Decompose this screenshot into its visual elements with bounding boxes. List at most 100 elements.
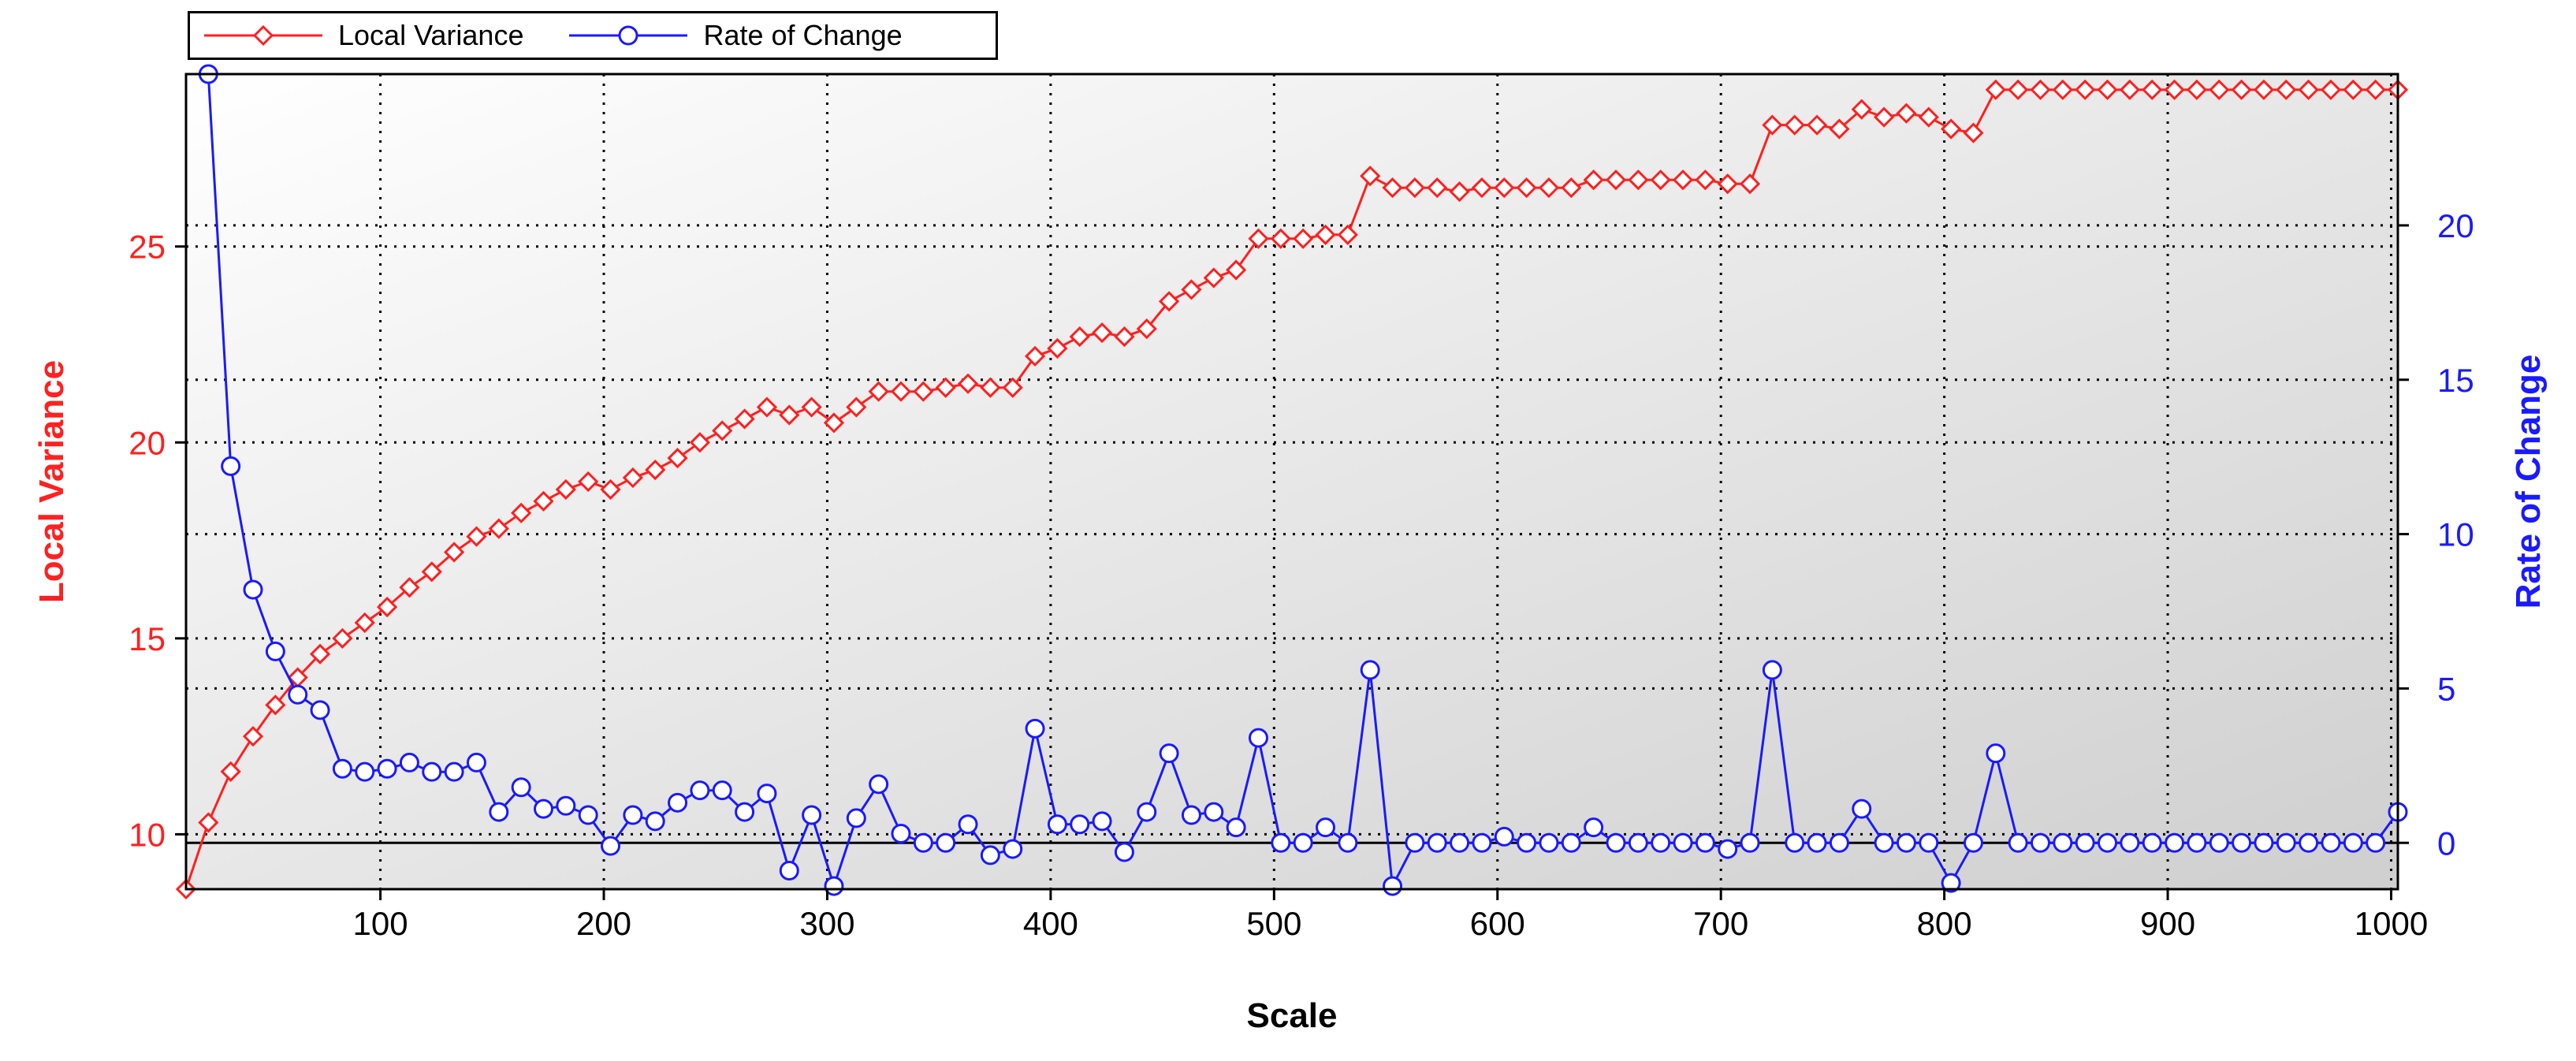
data-point — [1405, 832, 1425, 853]
data-point — [667, 448, 688, 469]
data-point — [1159, 743, 1179, 764]
data-point — [1628, 169, 1649, 191]
data-point — [802, 805, 822, 825]
data-point — [1316, 817, 1336, 838]
data-point — [421, 561, 442, 583]
data-point — [1762, 114, 1783, 136]
data-point — [466, 752, 486, 772]
right-tick-label: 10 — [2437, 516, 2474, 553]
data-point — [1003, 839, 1023, 859]
plot-border — [184, 73, 2399, 891]
legend: Local Variance Rate of Change — [188, 11, 998, 60]
circle-marker-icon — [569, 25, 688, 46]
data-point — [1271, 832, 1291, 853]
legend-label-local-variance: Local Variance — [338, 19, 524, 51]
data-point — [1963, 122, 1984, 143]
data-point — [1516, 177, 1537, 199]
data-point — [689, 432, 711, 453]
data-point — [443, 542, 465, 563]
data-point — [533, 799, 553, 819]
data-point — [578, 471, 599, 493]
data-point — [1695, 832, 1715, 853]
data-point — [243, 579, 263, 600]
data-point — [1382, 177, 1403, 199]
data-point — [1672, 169, 1694, 191]
data-point — [2232, 832, 2252, 853]
data-point — [1517, 832, 1537, 853]
data-point — [198, 812, 219, 833]
data-point — [1873, 106, 1895, 128]
right-axis-title: Rate of Change — [2509, 355, 2548, 609]
data-point — [466, 526, 487, 547]
data-point — [1852, 799, 1872, 819]
data-point — [1561, 832, 1581, 853]
data-point — [1650, 169, 1671, 191]
data-point — [2165, 832, 2185, 853]
data-point — [1538, 177, 1560, 199]
data-point — [1785, 832, 1805, 853]
data-point — [332, 627, 353, 649]
data-point — [734, 408, 755, 430]
data-point — [1114, 842, 1134, 862]
data-point — [1450, 832, 1470, 853]
data-point — [645, 811, 665, 832]
data-point — [444, 761, 464, 782]
data-point — [958, 814, 978, 835]
data-point — [578, 805, 598, 825]
data-point — [1091, 322, 1113, 344]
data-point — [2298, 79, 2319, 101]
data-point — [1114, 326, 1135, 348]
data-point — [2209, 832, 2229, 853]
data-point — [265, 694, 286, 716]
data-point — [1270, 228, 1291, 249]
data-point — [1784, 114, 1805, 136]
data-point — [1695, 169, 1716, 191]
data-point — [2075, 79, 2096, 101]
data-point — [2276, 79, 2297, 101]
data-point — [1739, 173, 1761, 195]
x-tick-label: 700 — [1693, 905, 1748, 942]
data-point — [511, 777, 531, 798]
data-point — [913, 381, 934, 402]
data-point — [1158, 291, 1180, 312]
data-point — [1918, 106, 1939, 128]
data-point — [1494, 177, 1515, 199]
data-point — [1605, 169, 1627, 191]
data-point — [309, 643, 331, 665]
diamond-marker-icon — [204, 24, 322, 47]
data-point — [2186, 79, 2208, 101]
data-point — [2299, 832, 2319, 853]
series-rate-of-change — [198, 64, 2408, 896]
data-point — [2030, 79, 2051, 101]
data-point — [2276, 832, 2296, 853]
data-point — [1248, 228, 1269, 249]
data-point — [1584, 817, 1604, 838]
data-point — [1338, 832, 1358, 853]
data-point — [891, 824, 911, 843]
data-point — [622, 467, 643, 489]
data-point — [242, 726, 264, 747]
x-tick-label: 800 — [1917, 905, 1972, 942]
data-point — [1941, 118, 1962, 140]
data-point — [1248, 728, 1268, 748]
data-point — [1024, 345, 1046, 367]
data-point — [1047, 337, 1068, 359]
data-point — [2119, 79, 2141, 101]
data-point — [936, 832, 956, 853]
data-point — [1404, 177, 1426, 199]
legend-label-rate-of-change: Rate of Change — [703, 19, 903, 51]
data-point — [756, 396, 778, 418]
data-point — [2053, 832, 2073, 853]
data-point — [1025, 718, 1045, 739]
data-point — [1896, 832, 1916, 853]
data-point — [556, 795, 576, 816]
data-point — [2343, 79, 2364, 101]
data-point — [1583, 169, 1604, 191]
data-point — [1203, 267, 1224, 289]
plot-background — [186, 74, 2398, 889]
data-point — [1293, 832, 1313, 853]
data-point — [1717, 173, 1738, 195]
right-tick-label: 20 — [2437, 207, 2474, 244]
x-tick-label: 200 — [576, 905, 631, 942]
series-local-variance — [175, 79, 2409, 900]
